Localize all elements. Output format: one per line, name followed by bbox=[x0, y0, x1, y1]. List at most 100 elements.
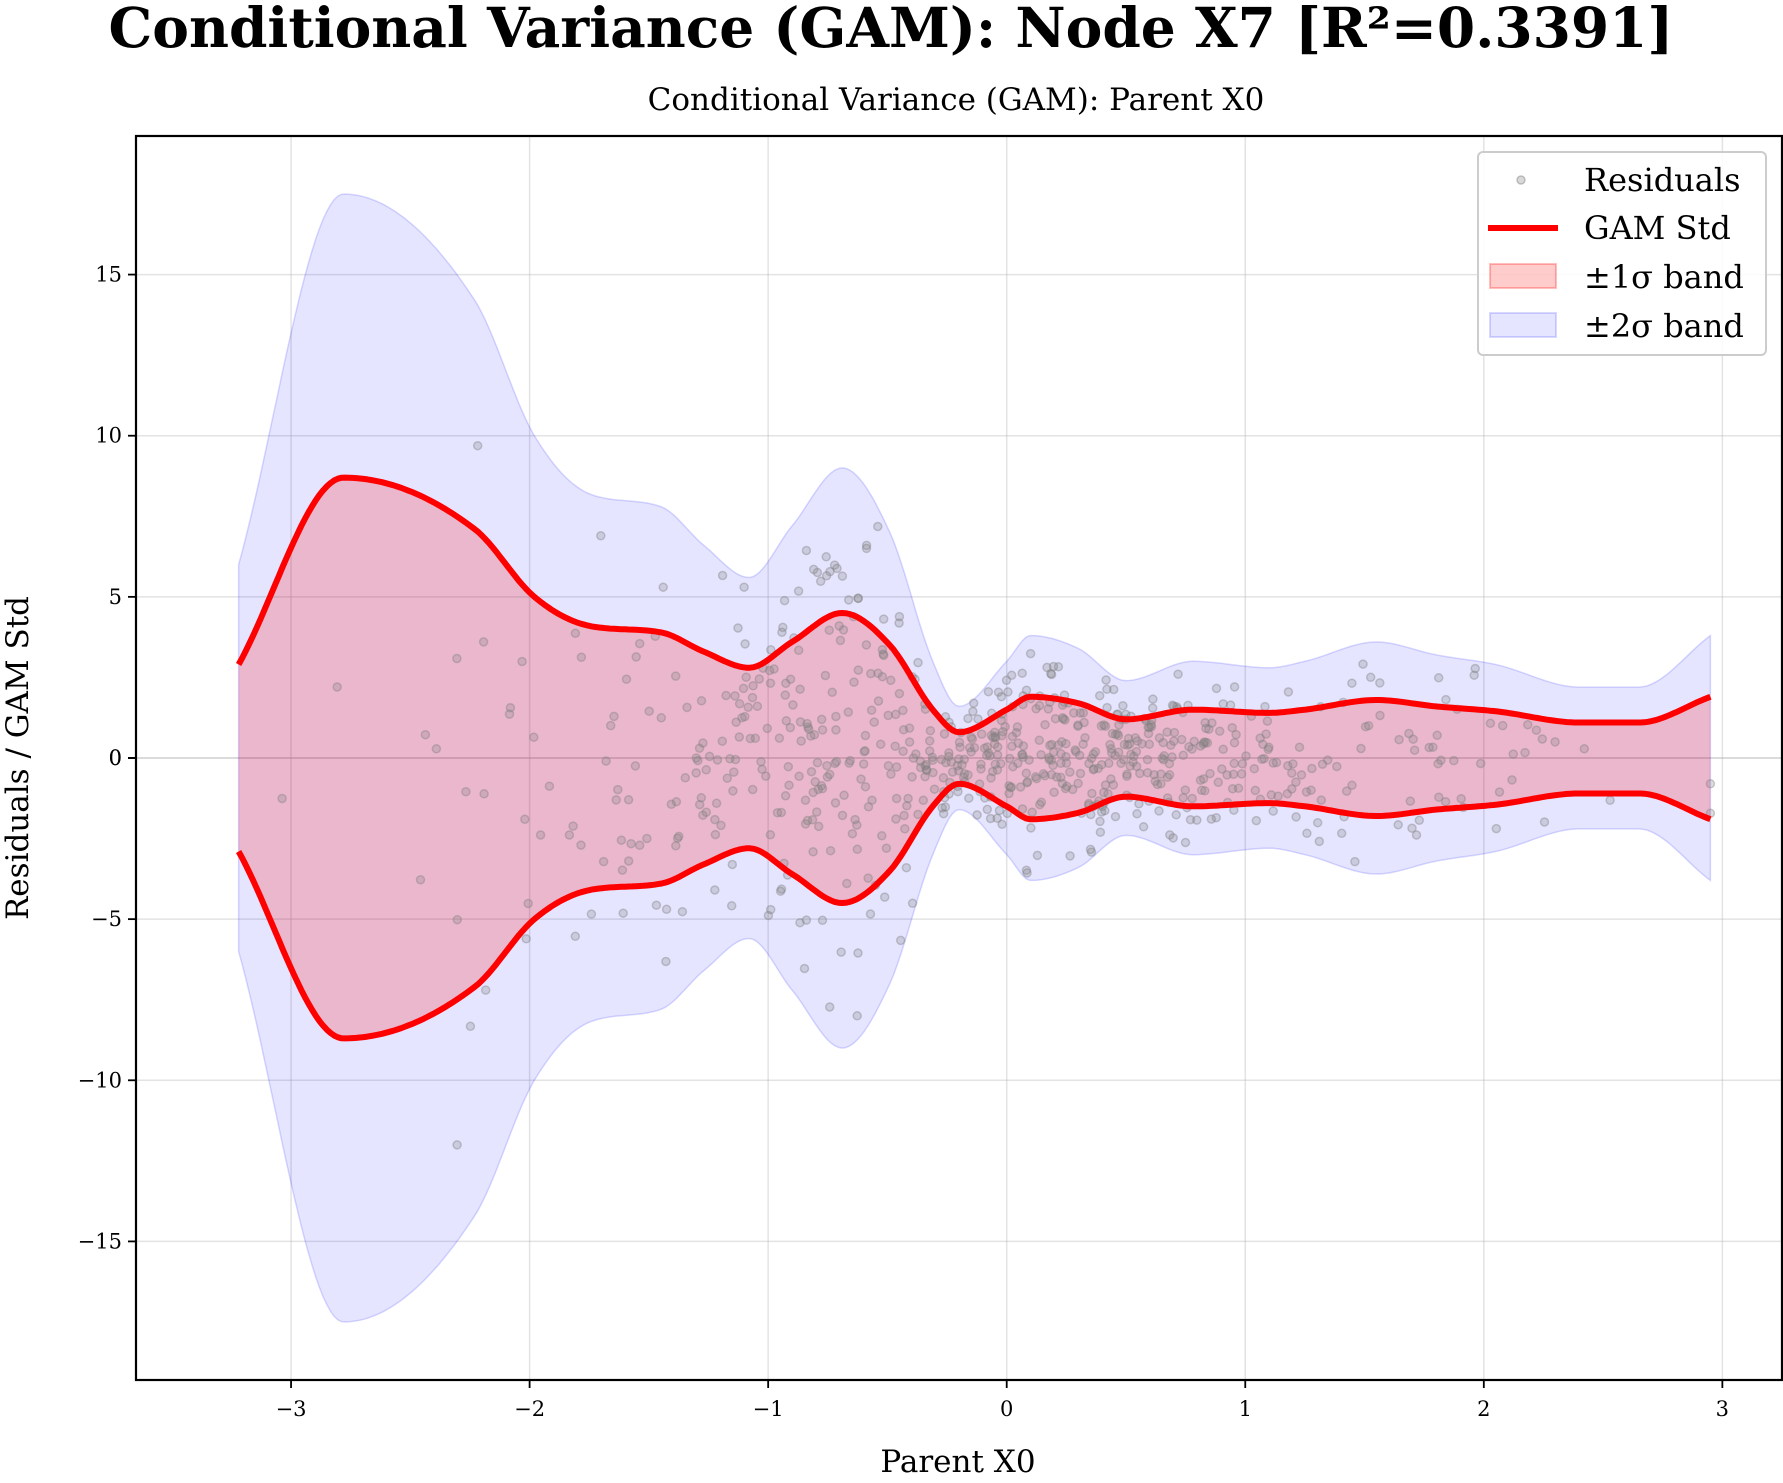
residual-point bbox=[1287, 784, 1297, 794]
residual-point bbox=[895, 935, 906, 946]
legend-band2-label: ±2σ band bbox=[1584, 307, 1744, 345]
residual-point bbox=[634, 638, 645, 649]
residual-point bbox=[710, 829, 721, 840]
residual-point bbox=[1046, 755, 1057, 766]
residual-point bbox=[535, 830, 546, 840]
residual-point bbox=[1302, 828, 1312, 839]
residual-point bbox=[1260, 701, 1270, 712]
residual-point bbox=[1211, 683, 1222, 694]
residual-point bbox=[1131, 761, 1142, 772]
residual-point bbox=[861, 543, 872, 554]
residual-point bbox=[1261, 729, 1271, 739]
residual-point bbox=[1211, 812, 1222, 823]
residual-point bbox=[820, 670, 831, 681]
residual-point bbox=[955, 742, 965, 752]
residual-point bbox=[666, 799, 677, 810]
residual-point bbox=[658, 582, 668, 592]
residual-point bbox=[661, 956, 671, 967]
residual-point bbox=[843, 707, 854, 717]
residual-point bbox=[953, 766, 964, 776]
residual-point bbox=[911, 749, 921, 759]
residual-point bbox=[969, 743, 980, 753]
residual-point bbox=[1152, 779, 1163, 790]
residual-point bbox=[674, 831, 684, 842]
residual-point bbox=[827, 687, 837, 698]
residual-point bbox=[765, 904, 776, 915]
residual-point bbox=[1053, 662, 1064, 672]
residual-point bbox=[529, 732, 539, 742]
residual-point bbox=[1124, 739, 1135, 749]
residual-point bbox=[808, 787, 818, 798]
residual-point bbox=[1050, 713, 1061, 724]
residual-point bbox=[277, 793, 287, 804]
residual-point bbox=[785, 674, 796, 684]
residual-point bbox=[1060, 715, 1070, 725]
residual-point bbox=[601, 756, 611, 766]
residual-point bbox=[1086, 753, 1097, 763]
residual-point bbox=[849, 677, 859, 687]
residual-point bbox=[765, 830, 776, 840]
residual-point bbox=[1038, 769, 1049, 779]
residual-point bbox=[785, 722, 796, 733]
residual-point bbox=[837, 810, 848, 821]
residual-point bbox=[873, 668, 883, 679]
residual-point bbox=[939, 729, 950, 739]
residual-point bbox=[1095, 827, 1106, 837]
residual-point bbox=[993, 687, 1004, 697]
residual-point bbox=[866, 705, 877, 715]
residual-point bbox=[1022, 778, 1032, 788]
residual-point bbox=[1001, 675, 1012, 686]
residual-point bbox=[807, 815, 818, 825]
residual-point bbox=[725, 754, 735, 764]
residual-point bbox=[966, 732, 976, 743]
residual-point bbox=[731, 717, 741, 727]
residual-point bbox=[898, 746, 908, 757]
residual-point bbox=[976, 764, 986, 774]
residual-point bbox=[1283, 761, 1293, 771]
residual-point bbox=[1404, 728, 1414, 739]
residual-point bbox=[1046, 769, 1057, 780]
residual-point bbox=[1096, 721, 1107, 731]
residual-point bbox=[858, 759, 869, 769]
residual-point bbox=[853, 593, 864, 604]
residual-point bbox=[521, 934, 531, 944]
residual-point bbox=[860, 781, 871, 792]
legend: Residuals GAM Std ±1σ band ±2σ band bbox=[1477, 151, 1767, 356]
plot-area bbox=[235, 193, 1716, 1323]
residual-point bbox=[907, 898, 918, 909]
residual-point bbox=[1531, 725, 1542, 735]
residual-point bbox=[1259, 753, 1269, 764]
residual-point bbox=[544, 781, 555, 791]
residual-point bbox=[465, 1021, 476, 1032]
residual-point bbox=[1108, 780, 1119, 790]
residual-point bbox=[1046, 739, 1057, 750]
residual-point bbox=[998, 726, 1008, 737]
residual-point bbox=[891, 793, 902, 804]
residual-point bbox=[1137, 739, 1147, 749]
residual-point bbox=[1107, 728, 1118, 739]
residual-point bbox=[1100, 721, 1111, 731]
residual-point bbox=[1142, 767, 1153, 778]
residual-point bbox=[1301, 787, 1312, 797]
residual-point bbox=[867, 795, 877, 805]
residual-point bbox=[861, 540, 872, 551]
residual-point bbox=[1004, 753, 1015, 764]
x-tick-label: −2 bbox=[514, 1397, 545, 1421]
residual-point bbox=[617, 865, 628, 875]
residual-point bbox=[1497, 720, 1508, 731]
residual-point bbox=[861, 640, 872, 650]
residual-point bbox=[938, 773, 949, 783]
residual-point bbox=[716, 820, 726, 831]
residual-point bbox=[677, 906, 688, 917]
residual-point bbox=[1015, 782, 1026, 792]
residual-point bbox=[936, 754, 947, 765]
residual-point bbox=[1031, 704, 1041, 714]
x-tick-label: −1 bbox=[753, 1397, 784, 1421]
residual-point bbox=[1441, 694, 1451, 705]
residual-point bbox=[954, 737, 965, 748]
residual-point bbox=[1225, 700, 1236, 710]
residual-point bbox=[765, 678, 776, 688]
residual-point bbox=[1251, 815, 1262, 826]
residual-point bbox=[908, 753, 919, 763]
residual-point bbox=[1122, 771, 1132, 782]
